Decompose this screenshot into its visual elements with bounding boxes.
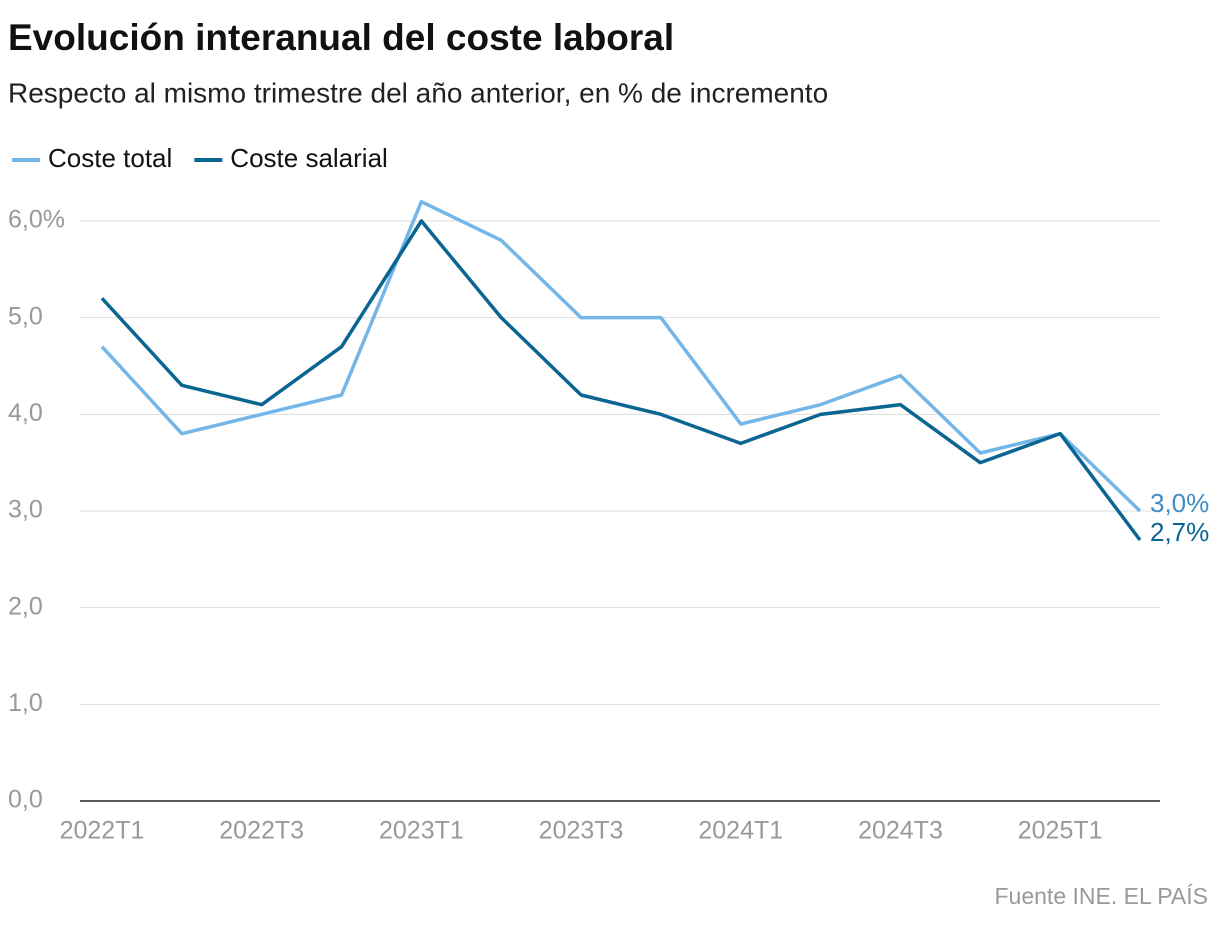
x-tick-label: 2024T1 [698, 817, 783, 845]
y-tick-label: 6,0% [8, 206, 65, 234]
series-line [100, 219, 1142, 542]
y-tick-label: 5,0 [8, 302, 43, 330]
x-tick-label: 2022T3 [219, 817, 304, 845]
chart-title: Evolución interanual del coste laboral [8, 17, 674, 58]
x-tick-label: 2022T1 [60, 817, 145, 845]
x-tick-label: 2025T1 [1018, 817, 1103, 845]
y-tick-label: 3,0 [8, 496, 43, 524]
source: Fuente INE. EL PAÍS [995, 883, 1209, 909]
x-tick-label: 2023T3 [539, 817, 624, 845]
data-label: 3,0% [1150, 488, 1209, 518]
series-line [100, 199, 1142, 513]
legend-label: Coste salarial [230, 143, 388, 173]
y-tick-label: 4,0 [8, 399, 43, 427]
data-label: 2,7% [1150, 517, 1209, 547]
x-tick-label: 2024T3 [858, 817, 943, 845]
y-tick-label: 0,0 [8, 786, 43, 814]
y-tick-label: 2,0 [8, 592, 43, 620]
y-tick-label: 1,0 [8, 689, 43, 717]
chart-subtitle: Respecto al mismo trimestre del año ante… [8, 77, 828, 108]
x-tick-label: 2023T1 [379, 817, 464, 845]
legend-label: Coste total [48, 143, 172, 173]
